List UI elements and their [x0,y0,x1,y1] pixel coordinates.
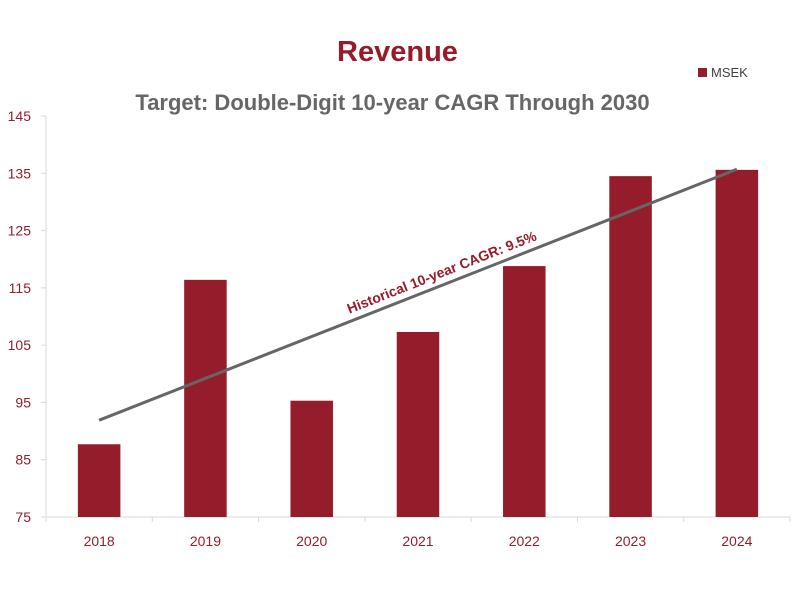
chart-subtitle: Target: Double-Digit 10-year CAGR Throug… [135,90,650,115]
y-tick-label: 115 [9,280,32,296]
bar-2020 [290,400,333,517]
bars [77,169,759,517]
bar-2019 [184,279,227,517]
trendline [98,167,738,422]
legend: MSEK [698,65,748,80]
x-tick-label: 2021 [402,533,433,549]
x-tick-label: 2023 [615,533,646,549]
y-tick-label: 135 [8,165,32,181]
y-tick-label: 125 [8,223,32,239]
legend-label: MSEK [711,65,748,80]
y-tick-label: 85 [15,452,31,468]
axes: 75 85 95 105 115 125 135 145 2018 2019 2020 2021 202… [8,108,791,549]
x-tick-label: 2022 [509,533,540,549]
bar-2024 [715,169,759,517]
x-tick-label: 2018 [84,533,115,549]
x-tick-label: 2020 [296,533,327,549]
chart-title: Revenue [337,36,458,68]
bar-2018 [77,444,121,517]
legend-swatch [698,68,707,77]
bar-2023 [609,176,652,517]
y-tick-label: 105 [8,337,32,353]
y-tick-label: 95 [15,394,31,410]
x-tick-label: 2024 [721,533,752,549]
y-tick-label: 75 [15,509,31,525]
y-tick-label: 145 [8,108,32,124]
x-tick-label: 2019 [190,533,221,549]
bar-2022 [503,266,546,517]
bar-2021 [396,331,440,517]
